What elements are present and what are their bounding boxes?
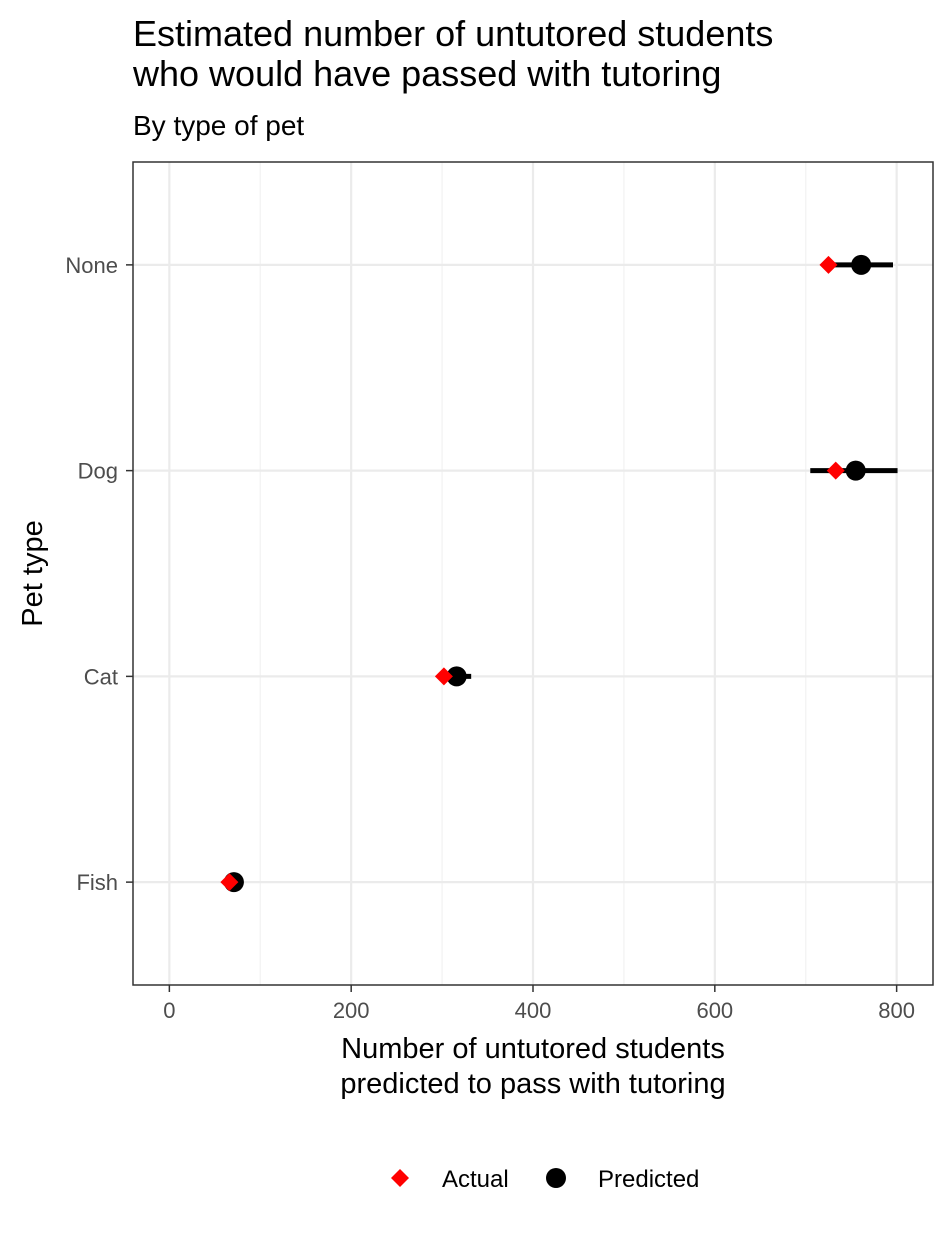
actual-point-none <box>819 255 838 274</box>
axes: 0 200 400 600 800 None Dog Cat Fish <box>65 253 915 1023</box>
minor-gridlines <box>259 162 807 985</box>
x-tick-label: 400 <box>515 998 552 1023</box>
x-axis-title-line-1: Number of untutored students <box>341 1033 725 1065</box>
predicted-point-none <box>851 254 872 275</box>
y-tick-label: Fish <box>76 870 118 895</box>
predicted-point-dog <box>845 460 866 481</box>
legend-key-actual <box>391 1169 409 1187</box>
actual-point-dog <box>826 461 845 480</box>
y-axis-title: Pet type <box>17 520 49 626</box>
x-tick-label: 600 <box>696 998 733 1023</box>
actual-point-fish <box>220 873 239 892</box>
x-tick-label: 800 <box>878 998 915 1023</box>
legend-label-actual: Actual <box>442 1166 509 1193</box>
chart-title: Estimated number of untutored students w… <box>133 13 774 94</box>
y-tick-label: Dog <box>78 459 118 484</box>
x-tick-label: 200 <box>333 998 370 1023</box>
legend-label-predicted: Predicted <box>598 1166 699 1193</box>
actual-point-cat <box>434 667 453 686</box>
legend-key-predicted <box>546 1168 566 1188</box>
data-marks <box>220 254 898 893</box>
chart-subtitle: By type of pet <box>133 110 305 141</box>
legend: Actual Predicted <box>391 1166 699 1193</box>
major-gridlines <box>133 162 933 985</box>
x-tick-label: 0 <box>163 998 175 1023</box>
predicted-point-cat <box>446 666 467 687</box>
y-tick-label: None <box>65 253 118 278</box>
x-axis-title-line-2: predicted to pass with tutoring <box>340 1068 725 1100</box>
y-tick-label: Cat <box>84 664 118 689</box>
